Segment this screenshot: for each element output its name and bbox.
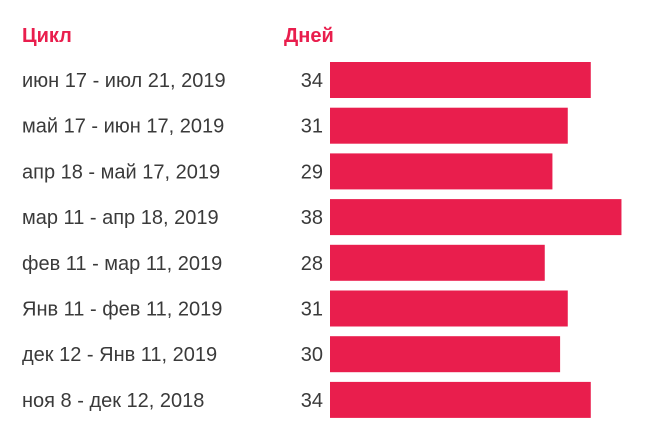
days-column-header: Дней xyxy=(284,25,334,47)
cycle-label: ноя 8 - дек 12, 2018 xyxy=(22,390,204,412)
days-value-label: 34 xyxy=(301,70,323,92)
cycle-label: июн 17 - июл 21, 2019 xyxy=(22,70,226,92)
cycle-label: фев 11 - мар 11, 2019 xyxy=(22,253,222,275)
cycle-label: май 17 - июн 17, 2019 xyxy=(22,116,224,138)
days-value-label: 29 xyxy=(301,161,323,183)
cycle-label: Янв 11 - фев 11, 2019 xyxy=(22,299,222,321)
days-value-label: 30 xyxy=(301,344,323,366)
chart-rows: июн 17 - июл 21, 2019 34 май 17 - июн 17, … xyxy=(22,62,622,418)
days-value-label: 31 xyxy=(301,116,323,138)
days-bar xyxy=(330,62,591,98)
days-value-label: 34 xyxy=(301,390,323,412)
cycle-label: мар 11 - апр 18, 2019 xyxy=(22,207,219,229)
days-bar xyxy=(330,244,545,281)
days-bar xyxy=(330,381,591,418)
days-bar xyxy=(330,199,622,236)
days-value-label: 38 xyxy=(301,207,323,229)
days-value-label: 28 xyxy=(301,253,323,275)
days-value-label: 31 xyxy=(301,299,323,321)
days-bar xyxy=(330,153,553,190)
cycle-label: апр 18 - май 17, 2019 xyxy=(22,161,220,183)
days-bar xyxy=(330,290,568,327)
cycle-label: дек 12 - Янв 11, 2019 xyxy=(22,344,217,366)
cycle-column-header: Цикл xyxy=(22,25,72,47)
days-bar xyxy=(330,336,561,373)
days-bar xyxy=(330,107,568,144)
